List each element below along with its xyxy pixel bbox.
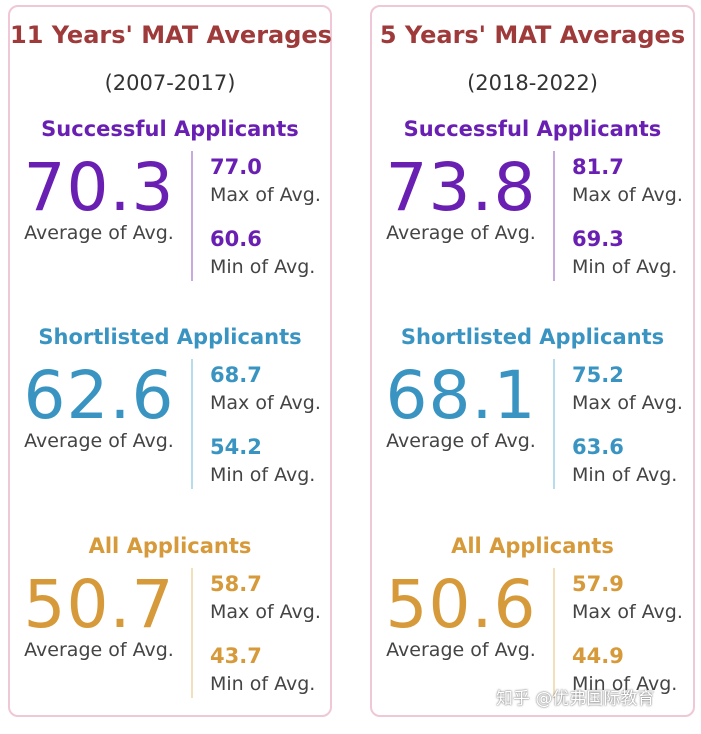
max-value: 75.2 (572, 363, 624, 387)
section-title: All Applicants (88, 534, 252, 558)
average-value: 62.6 (23, 357, 175, 434)
card-title: 11 Years' MAT Averages (10, 21, 332, 49)
card-period: (2018-2022) (467, 71, 598, 95)
min-value: 44.9 (572, 644, 624, 668)
max-value: 68.7 (210, 363, 262, 387)
section-title: Shortlisted Applicants (38, 325, 302, 349)
average-value: 50.6 (385, 566, 537, 643)
section-divider (191, 568, 193, 698)
average-label: Average of Avg. (24, 222, 174, 244)
successful-applicants-section: Successful Applicants 73.8 Average of Av… (372, 117, 693, 317)
average-value: 73.8 (385, 149, 537, 226)
max-label: Max of Avg. (572, 601, 683, 623)
max-label: Max of Avg. (210, 601, 321, 623)
min-value: 54.2 (210, 435, 262, 459)
watermark: 知乎 @优弗国际教育 (496, 689, 655, 709)
max-value: 58.7 (210, 572, 262, 596)
min-label: Min of Avg. (210, 673, 316, 695)
section-title: Successful Applicants (403, 117, 662, 141)
max-value: 81.7 (572, 155, 624, 179)
average-label: Average of Avg. (24, 430, 174, 452)
max-label: Max of Avg. (572, 392, 683, 414)
all-applicants-section: All Applicants 50.7 Average of Avg. 58.7… (10, 534, 330, 734)
min-value: 69.3 (572, 227, 624, 251)
max-value: 57.9 (572, 572, 624, 596)
max-label: Max of Avg. (210, 184, 321, 206)
min-label: Min of Avg. (572, 256, 678, 278)
min-value: 60.6 (210, 227, 262, 251)
mat-card-2018-2022: 5 Years' MAT Averages (2018-2022) Succes… (370, 5, 695, 717)
average-label: Average of Avg. (386, 639, 536, 661)
average-label: Average of Avg. (386, 222, 536, 244)
average-label: Average of Avg. (386, 430, 536, 452)
card-period: (2007-2017) (104, 71, 236, 95)
section-title: All Applicants (451, 534, 614, 558)
min-value: 43.7 (210, 644, 262, 668)
average-value: 50.7 (23, 566, 175, 643)
min-label: Min of Avg. (210, 256, 316, 278)
max-label: Max of Avg. (572, 184, 683, 206)
section-title: Successful Applicants (41, 117, 299, 141)
section-divider (191, 359, 193, 489)
max-label: Max of Avg. (210, 392, 321, 414)
section-divider (553, 359, 555, 489)
successful-applicants-section: Successful Applicants 70.3 Average of Av… (10, 117, 330, 317)
section-title: Shortlisted Applicants (400, 325, 665, 349)
average-label: Average of Avg. (24, 639, 174, 661)
average-value: 70.3 (23, 149, 175, 226)
shortlisted-applicants-section: Shortlisted Applicants 62.6 Average of A… (10, 325, 330, 525)
average-value: 68.1 (385, 357, 537, 434)
min-value: 63.6 (572, 435, 624, 459)
max-value: 77.0 (210, 155, 262, 179)
min-label: Min of Avg. (210, 464, 316, 486)
min-label: Min of Avg. (572, 673, 678, 695)
shortlisted-applicants-section: Shortlisted Applicants 68.1 Average of A… (372, 325, 693, 525)
section-divider (553, 568, 555, 698)
min-label: Min of Avg. (572, 464, 678, 486)
section-divider (553, 151, 555, 281)
all-applicants-section: All Applicants 50.6 Average of Avg. 57.9… (372, 534, 693, 734)
section-divider (191, 151, 193, 281)
card-title: 5 Years' MAT Averages (379, 21, 686, 49)
mat-card-2007-2017: 11 Years' MAT Averages (2007-2017) Succe… (8, 5, 332, 717)
